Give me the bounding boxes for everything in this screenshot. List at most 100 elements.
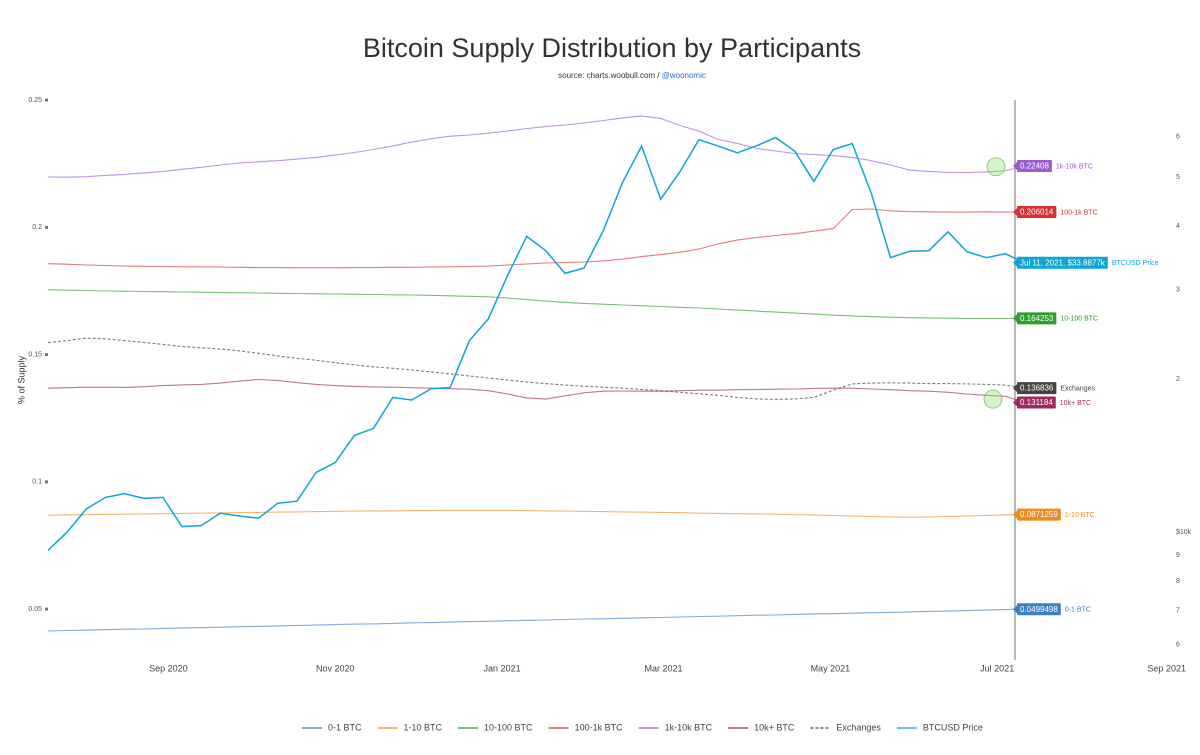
y-tick-mark (45, 353, 48, 357)
legend-item[interactable]: 10-100 BTC (458, 722, 533, 732)
x-tick-label: Jan 2021 (484, 663, 521, 673)
legend-label: 100-1k BTC (575, 722, 624, 732)
end-label-name: 100-1k BTC (1060, 209, 1097, 216)
y-tick-label: 0.05 (28, 606, 42, 613)
end-label-value: 0.131184 (1020, 398, 1053, 407)
end-label-name: 1k-10k BTC (1056, 163, 1093, 170)
end-label-name: 1-10 BTC (1065, 512, 1095, 519)
end-label-pointer (1013, 510, 1017, 519)
end-label: 0.131184 10k+ BTC (1013, 396, 1091, 409)
series-line (47, 378, 1025, 404)
end-label-box (1017, 312, 1057, 325)
subtitle-source: source: charts.woobull.com / (558, 71, 660, 80)
legend-label: BTCUSD Price (923, 722, 983, 732)
y2-tick-label: 2 (1176, 376, 1180, 383)
end-label-value: 0.206014 (1020, 208, 1054, 217)
end-label-value: 0.0871259 (1020, 510, 1058, 519)
legend-item[interactable]: 100-1k BTC (548, 722, 624, 732)
end-label-pointer (1013, 208, 1017, 217)
end-label: 0.136836 Exchanges (1013, 382, 1096, 395)
legend-label: 10k+ BTC (754, 722, 795, 732)
series-line (47, 608, 1025, 632)
x-tick-label: Sep 2021 (1148, 663, 1187, 673)
end-label-value: 0.0499498 (1020, 605, 1058, 614)
y2-tick-label: 6 (1176, 642, 1180, 649)
end-label-box (1017, 256, 1108, 269)
x-tick-label: Jul 2021 (980, 663, 1014, 673)
y-tick-label: 0.25 (28, 97, 42, 104)
end-label-value: Jul 11, 2021, $33.8877k (1020, 258, 1106, 267)
y2-tick-label: 9 (1176, 552, 1180, 559)
subtitle-handle[interactable]: @woonomic (662, 71, 706, 80)
end-label: Jul 11, 2021, $33.8877k BTCUSD Price (1013, 256, 1159, 269)
legend-item[interactable]: Exchanges (810, 722, 881, 732)
x-tick-label: May 2021 (811, 663, 851, 673)
y-tick-mark (45, 225, 48, 229)
series-line (47, 115, 1025, 178)
legend-item[interactable]: BTCUSD Price (896, 722, 983, 732)
end-label-pointer (1013, 384, 1017, 393)
legend-item[interactable]: 10k+ BTC (728, 722, 795, 732)
series-line (47, 289, 1025, 320)
series-line (47, 337, 1025, 400)
end-label-pointer (1013, 605, 1017, 614)
end-label: 0.0499498 0-1 BTC (1013, 603, 1091, 616)
end-label: 0.206014 100-1k BTC (1013, 206, 1098, 219)
y-axis-label: % of Supply (16, 355, 26, 404)
series-line (47, 509, 1025, 518)
legend-item[interactable]: 0-1 BTC (302, 722, 362, 732)
end-label-name: 10k+ BTC (1060, 400, 1091, 407)
legend-item[interactable]: 1-10 BTC (377, 722, 443, 732)
y2-tick-label: 3 (1176, 287, 1180, 294)
end-label-value: 0.136836 (1020, 384, 1054, 393)
legend-label: 1-10 BTC (404, 722, 443, 732)
end-label-box (1017, 160, 1052, 173)
x-tick-label: Sep 2020 (149, 663, 188, 673)
x-tick-label: Nov 2020 (316, 663, 355, 673)
series-line (47, 208, 1025, 269)
chart-subtitle: source: charts.woobull.com / @woonomic (558, 71, 706, 80)
legend-label: Exchanges (836, 722, 881, 732)
highlight-circle (983, 389, 1003, 409)
y-tick-label: 0.15 (28, 351, 42, 358)
end-label-box (1017, 396, 1056, 409)
end-label: 0.22408 1k-10k BTC (1013, 160, 1093, 173)
end-label-pointer (1013, 258, 1017, 267)
highlight-circle (986, 157, 1006, 177)
end-label: 0.164253 10-100 BTC (1013, 312, 1098, 325)
end-label-name: BTCUSD Price (1112, 260, 1159, 267)
legend: 0-1 BTC 1-10 BTC 10-100 BTC 100-1k BTC 1k-10… (302, 722, 983, 732)
end-label-name: 0-1 BTC (1065, 607, 1091, 614)
end-label-pointer (1013, 314, 1017, 323)
series-line (47, 136, 1025, 552)
end-label-name: 10-100 BTC (1060, 316, 1098, 323)
x-tick-label: Mar 2021 (644, 663, 682, 673)
y-tick-label: 0.1 (32, 479, 42, 486)
end-label-box (1017, 382, 1057, 395)
legend-label: 1k-10k BTC (665, 722, 713, 732)
y2-tick-label: 7 (1176, 608, 1180, 615)
y-tick-label: 0.2 (32, 224, 42, 231)
y-tick-mark (45, 480, 48, 484)
end-label-name: Exchanges (1060, 385, 1095, 392)
end-label-box (1017, 508, 1061, 521)
end-label-box (1017, 206, 1057, 219)
end-label-value: 0.22408 (1020, 162, 1049, 171)
end-label: 0.0871259 1-10 BTC (1013, 508, 1095, 521)
end-label-pointer (1013, 398, 1017, 407)
chart-title: Bitcoin Supply Distribution by Participa… (363, 33, 861, 63)
y2-tick-label: $10k (1176, 529, 1192, 536)
end-label-value: 0.164253 (1020, 314, 1054, 323)
y2-tick-label: 8 (1176, 578, 1180, 585)
y2-tick-label: 5 (1176, 174, 1180, 181)
legend-label: 10-100 BTC (484, 722, 533, 732)
y-tick-mark (45, 98, 48, 102)
y-tick-mark (45, 607, 48, 611)
end-label-box (1017, 603, 1061, 616)
legend-item[interactable]: 1k-10k BTC (638, 722, 713, 732)
legend-label: 0-1 BTC (328, 722, 362, 732)
y2-tick-label: 6 (1176, 134, 1180, 141)
y2-tick-label: 4 (1176, 223, 1180, 230)
